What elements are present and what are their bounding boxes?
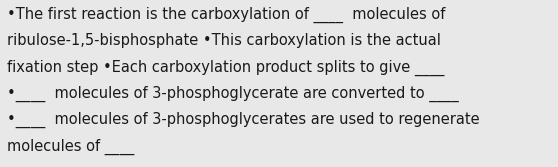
Text: ribulose-1,5-bisphosphate •This carboxylation is the actual: ribulose-1,5-bisphosphate •This carboxyl… <box>7 33 441 48</box>
Text: fixation step •Each carboxylation product splits to give ____: fixation step •Each carboxylation produc… <box>7 59 444 76</box>
Text: •____  molecules of 3-phosphoglycerate are converted to ____: •____ molecules of 3-phosphoglycerate ar… <box>7 86 459 102</box>
Text: •The first reaction is the carboxylation of ____  molecules of: •The first reaction is the carboxylation… <box>7 7 445 23</box>
Text: molecules of ____: molecules of ____ <box>7 139 134 155</box>
Text: •____  molecules of 3-phosphoglycerates are used to regenerate: •____ molecules of 3-phosphoglycerates a… <box>7 112 479 128</box>
